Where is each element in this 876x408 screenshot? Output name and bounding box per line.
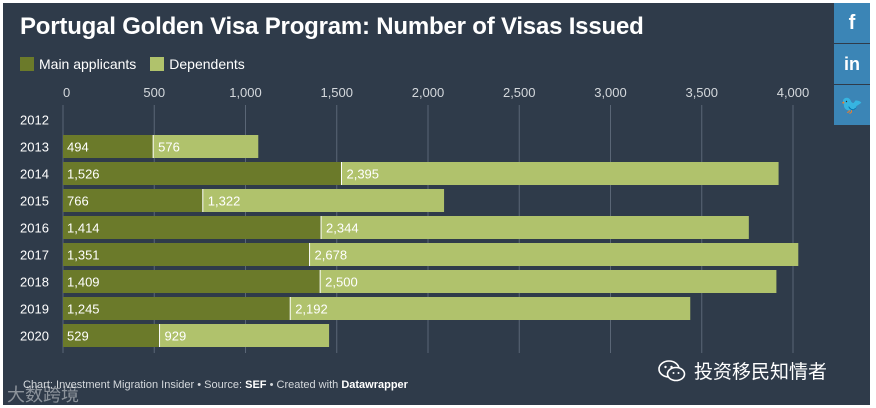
- bar-label-dependents: 576: [158, 140, 180, 155]
- wechat-icon: [658, 359, 686, 381]
- legend-item-main: Main applicants: [20, 56, 136, 72]
- bar-main-applicants: [63, 216, 322, 239]
- wechat-account-name: 投资移民知情者: [694, 362, 828, 383]
- bar-dependents: [341, 162, 779, 185]
- x-tick-label: 2,500: [503, 85, 536, 100]
- bar-label-dependents: 2,344: [326, 221, 359, 236]
- x-tick-label: 3,500: [685, 85, 718, 100]
- bar-dependents: [320, 270, 777, 293]
- x-tick-label: 0: [63, 85, 70, 100]
- bar-label-dependents: 2,192: [295, 302, 328, 317]
- bar-label-main-applicants: 1,245: [67, 302, 100, 317]
- x-tick-label: 3,000: [594, 85, 627, 100]
- chart-title: Portugal Golden Visa Program: Number of …: [20, 13, 644, 40]
- facebook-icon: f: [848, 11, 856, 34]
- y-category-label: 2013: [20, 140, 49, 155]
- bar-label-dependents: 929: [165, 329, 187, 344]
- x-tick-label: 1,500: [320, 85, 353, 100]
- bar-label-main-applicants: 1,526: [67, 167, 100, 182]
- chart-frame: Portugal Golden Visa Program: Number of …: [3, 3, 870, 405]
- legend-swatch-main: [20, 57, 34, 71]
- y-category-label: 2015: [20, 194, 49, 209]
- x-tick-label: 2,000: [412, 85, 445, 100]
- y-category-label: 2017: [20, 248, 49, 263]
- y-category-label: 2020: [20, 329, 49, 344]
- footer-tool[interactable]: Datawrapper: [341, 379, 408, 391]
- y-category-label: 2016: [20, 221, 49, 236]
- bar-main-applicants: [63, 270, 321, 293]
- bar-label-main-applicants: 494: [67, 140, 89, 155]
- footer-source: SEF: [245, 379, 267, 391]
- bar-main-applicants: [63, 324, 160, 347]
- y-category-label: 2018: [20, 275, 49, 290]
- bar-chart: 0 500 1,000 1,500 2,000 2,500 3,000 3,500 4,000 2…: [20, 85, 810, 353]
- bar-dependents: [309, 243, 799, 266]
- twitter-share-button[interactable]: 🐦: [834, 85, 870, 125]
- linkedin-icon: in: [844, 53, 860, 74]
- x-tick-label: 500: [143, 85, 165, 100]
- bar-label-main-applicants: 1,409: [67, 275, 100, 290]
- y-category-label: 2014: [20, 167, 49, 182]
- bar-label-main-applicants: 1,351: [67, 248, 100, 263]
- legend-label-main: Main applicants: [39, 56, 137, 72]
- bar-label-dependents: 1,322: [208, 194, 241, 209]
- bar-dependents: [321, 216, 749, 239]
- bar-label-dependents: 2,500: [325, 275, 358, 290]
- footer-middle: • Created with: [266, 379, 342, 391]
- legend-label-dependents: Dependents: [169, 56, 245, 72]
- wechat-account-watermark: 投资移民知情者: [658, 357, 827, 384]
- linkedin-share-button[interactable]: in: [834, 44, 870, 84]
- bar-label-main-applicants: 766: [67, 194, 89, 209]
- footer-prefix: Chart: Investment Migration Insider • So…: [23, 379, 246, 391]
- y-category-label: 2019: [20, 302, 49, 317]
- bar-main-applicants: [63, 297, 291, 320]
- x-tick-label: 1,000: [229, 85, 262, 100]
- chart-footer: Chart: Investment Migration Insider • So…: [23, 379, 408, 391]
- bar-label-dependents: 2,678: [315, 248, 348, 263]
- legend-item-dependents: Dependents: [150, 56, 245, 72]
- watermark: 大数跨境: [7, 381, 79, 405]
- bar-main-applicants: [63, 162, 342, 185]
- bar-main-applicants: [63, 243, 310, 266]
- bar-main-applicants: [63, 135, 154, 158]
- watermark-text: 大数跨境: [7, 385, 79, 405]
- bar-dependents: [153, 135, 259, 158]
- bar-label-main-applicants: 529: [67, 329, 89, 344]
- legend: Main applicants Dependents: [20, 56, 245, 72]
- legend-swatch-dependents: [150, 57, 165, 71]
- bar-dependents: [202, 189, 445, 212]
- bar-main-applicants: [63, 189, 203, 212]
- bar-dependents: [159, 324, 330, 347]
- bar-label-dependents: 2,395: [346, 167, 379, 182]
- x-tick-label: 4,000: [777, 85, 810, 100]
- twitter-icon: 🐦: [840, 94, 864, 115]
- facebook-share-button[interactable]: f: [834, 3, 870, 43]
- bar-label-main-applicants: 1,414: [67, 221, 100, 236]
- bar-dependents: [290, 297, 691, 320]
- y-category-label: 2012: [20, 113, 49, 128]
